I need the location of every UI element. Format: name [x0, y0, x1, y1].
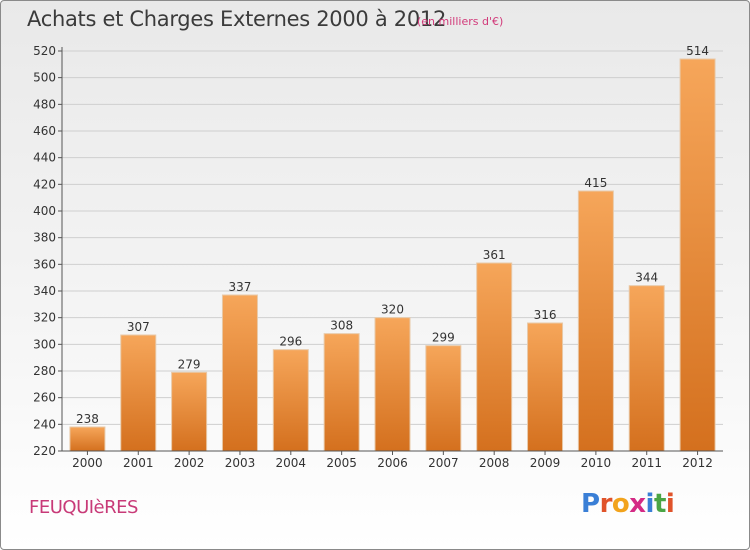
x-tick-label: 2010 [581, 456, 612, 470]
bar-value-label: 320 [381, 303, 404, 317]
bar [171, 371, 208, 452]
y-tick-label: 280 [33, 364, 56, 378]
commune-name: FEUQUIèRES [29, 497, 138, 518]
chart-subtitle: (en milliers d'€) [417, 15, 504, 28]
bar-value-label: 308 [330, 319, 353, 333]
y-tick-label: 520 [33, 44, 56, 58]
bar-value-label: 361 [483, 248, 506, 262]
bar-value-label: 316 [534, 308, 557, 322]
bar [476, 262, 513, 452]
y-tick-label: 360 [33, 257, 56, 271]
y-axis-ticks: 220 240 260 280 300 320 340 360 380 400 420 440 460 4… [33, 44, 62, 458]
y-tick-label: 260 [33, 391, 56, 405]
y-tick-label: 340 [33, 284, 56, 298]
bar-value-label: 299 [432, 331, 455, 345]
bar [425, 345, 462, 452]
logo-letter: r [599, 489, 613, 519]
bar-value-label: 344 [635, 271, 658, 285]
bar-value-label: 238 [76, 412, 99, 426]
bar-value-label: 415 [584, 176, 607, 190]
x-tick-label: 2011 [631, 456, 662, 470]
y-tick-label: 460 [33, 124, 56, 138]
logo-letter: x [629, 489, 646, 519]
bar-value-label: 296 [279, 335, 302, 349]
x-tick-label: 2001 [123, 456, 154, 470]
logo-letter: i [645, 489, 655, 519]
bar [527, 322, 564, 452]
bar [628, 285, 665, 452]
bar [69, 426, 106, 452]
x-tick-label: 2003 [225, 456, 256, 470]
y-tick-label: 240 [33, 417, 56, 431]
bar [221, 294, 258, 452]
chart-title: Achats et Charges Externes 2000 à 2012 [27, 7, 447, 31]
x-tick-label: 2006 [377, 456, 408, 470]
bars: 238 307 279 337 296 308 320 299 361 316 415 344 514 [69, 44, 716, 452]
y-tick-label: 320 [33, 311, 56, 325]
bar [577, 190, 614, 452]
x-tick-label: 2005 [326, 456, 357, 470]
bar-value-label: 307 [127, 320, 150, 334]
bar-value-label: 337 [229, 280, 252, 294]
y-tick-label: 400 [33, 204, 56, 218]
y-tick-label: 380 [33, 231, 56, 245]
bar [120, 334, 157, 452]
bar-value-label: 279 [178, 357, 201, 371]
x-tick-label: 2012 [682, 456, 713, 470]
y-tick-label: 220 [33, 444, 56, 458]
bar [374, 317, 411, 452]
x-axis-ticks: 2000 2001 2002 2003 2004 2005 2006 2007 2008 2009… [72, 451, 713, 470]
y-tick-label: 500 [33, 71, 56, 85]
x-tick-label: 2008 [479, 456, 510, 470]
y-tick-label: 300 [33, 337, 56, 351]
x-tick-label: 2000 [72, 456, 103, 470]
y-tick-label: 480 [33, 97, 56, 111]
logo-letter: o [611, 489, 630, 519]
y-tick-label: 440 [33, 151, 56, 165]
bar [679, 58, 716, 452]
bar [323, 333, 360, 452]
logo-letter: t [653, 489, 666, 519]
y-tick-label: 420 [33, 177, 56, 191]
x-tick-label: 2004 [276, 456, 307, 470]
bar-value-label: 514 [686, 44, 709, 58]
logo-letter: P [581, 489, 600, 519]
logo-letter: i [665, 489, 675, 519]
proxiti-logo: Proxiti [581, 489, 675, 519]
x-tick-label: 2002 [174, 456, 205, 470]
bar [272, 349, 309, 452]
x-tick-label: 2007 [428, 456, 459, 470]
x-tick-label: 2009 [530, 456, 561, 470]
